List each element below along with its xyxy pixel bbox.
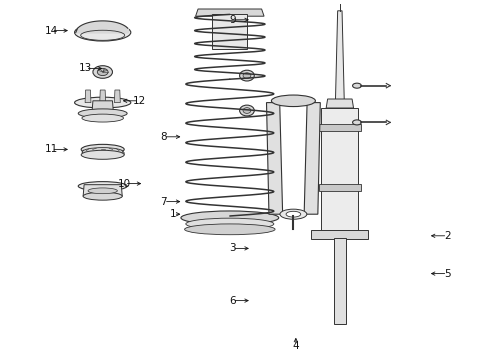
Ellipse shape	[97, 68, 108, 76]
Polygon shape	[335, 11, 344, 101]
Ellipse shape	[88, 188, 117, 194]
Text: 1: 1	[170, 209, 177, 219]
Polygon shape	[325, 99, 353, 108]
Text: 9: 9	[228, 15, 235, 25]
Text: 7: 7	[160, 197, 167, 207]
Ellipse shape	[78, 181, 127, 190]
Polygon shape	[92, 101, 113, 113]
Ellipse shape	[81, 144, 124, 154]
Ellipse shape	[185, 218, 273, 230]
Ellipse shape	[184, 224, 274, 235]
Ellipse shape	[352, 83, 361, 88]
Polygon shape	[83, 185, 122, 196]
Text: 10: 10	[118, 179, 131, 189]
Polygon shape	[321, 108, 358, 230]
Polygon shape	[100, 90, 105, 103]
Ellipse shape	[285, 211, 300, 217]
Ellipse shape	[74, 24, 131, 41]
Polygon shape	[311, 230, 367, 239]
Text: 3: 3	[228, 243, 235, 253]
Ellipse shape	[239, 70, 254, 81]
Text: 11: 11	[44, 144, 58, 154]
Text: 5: 5	[443, 269, 450, 279]
Ellipse shape	[83, 192, 122, 200]
Ellipse shape	[74, 97, 131, 108]
Ellipse shape	[352, 120, 361, 125]
Text: 6: 6	[228, 296, 235, 306]
Ellipse shape	[243, 108, 250, 113]
Ellipse shape	[181, 211, 278, 225]
Polygon shape	[195, 9, 264, 16]
Polygon shape	[333, 238, 345, 324]
Ellipse shape	[81, 114, 123, 122]
Ellipse shape	[78, 109, 127, 118]
Ellipse shape	[82, 148, 123, 156]
Ellipse shape	[279, 209, 306, 219]
Ellipse shape	[81, 150, 124, 159]
Text: 2: 2	[443, 231, 450, 241]
Ellipse shape	[271, 95, 315, 107]
Text: 13: 13	[79, 63, 92, 73]
Polygon shape	[212, 14, 247, 49]
Ellipse shape	[93, 66, 112, 78]
Text: 8: 8	[160, 132, 167, 142]
Polygon shape	[85, 90, 91, 103]
Polygon shape	[266, 103, 282, 214]
Polygon shape	[318, 184, 360, 191]
Text: 12: 12	[132, 96, 146, 106]
Text: 14: 14	[44, 26, 58, 36]
Polygon shape	[114, 90, 120, 103]
Polygon shape	[304, 103, 320, 214]
Polygon shape	[318, 124, 360, 131]
Text: 4: 4	[292, 341, 299, 351]
Ellipse shape	[243, 73, 250, 78]
Ellipse shape	[239, 105, 254, 116]
